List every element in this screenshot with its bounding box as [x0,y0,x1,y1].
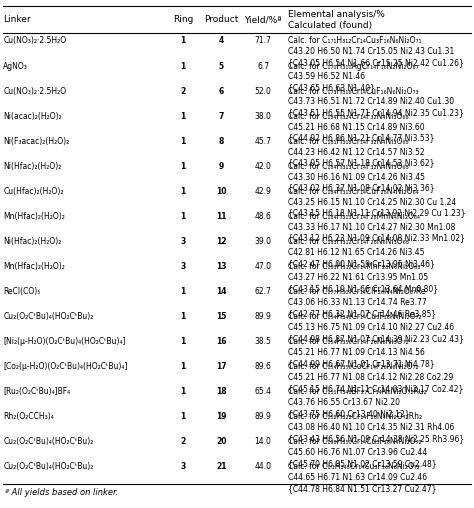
Text: Cu(Hfac)₂(H₂O)₂: Cu(Hfac)₂(H₂O)₂ [3,186,64,196]
Text: 11: 11 [216,212,227,220]
Text: 89.9: 89.9 [255,412,272,421]
Text: 71.7: 71.7 [255,37,272,46]
Text: 3: 3 [180,262,186,271]
Text: 1: 1 [180,186,186,196]
Text: 62.7: 62.7 [255,287,272,296]
Text: 45.7: 45.7 [255,137,272,146]
Text: 47.0: 47.0 [255,262,272,271]
Text: 1: 1 [180,412,186,421]
Text: 2: 2 [180,437,186,446]
Text: 1: 1 [180,287,186,296]
Text: Calc. for C₁₈₄H₃₁₃Cr₁₄CuF₂₈N₄Ni₂O₆₄
C43.25 H6.15 N1.10 Cr14.25 Ni2.30 Cu 1.24
{C: Calc. for C₁₈₄H₃₁₃Cr₁₄CuF₂₈N₄Ni₂O₆₄ C43.… [288,186,465,217]
Text: ª All yields based on linker.: ª All yields based on linker. [5,488,118,497]
Text: 1: 1 [180,37,186,46]
Text: Product: Product [204,15,238,24]
Text: 1: 1 [180,312,186,321]
Text: Ni(Hfac)₂(H₂O)₂: Ni(Hfac)₂(H₂O)₂ [3,162,62,171]
Text: 9: 9 [219,162,224,171]
Text: 3: 3 [180,462,186,471]
Text: Cu₂(O₂CᵗBu)₄(HO₂CᵗBu)₂: Cu₂(O₂CᵗBu)₄(HO₂CᵗBu)₂ [3,437,94,446]
Text: Cu(NO₃)₂·2.5H₂O: Cu(NO₃)₂·2.5H₂O [3,86,66,96]
Text: 89.9: 89.9 [255,312,272,321]
Text: Calc. for C₁₅₂H₃₂₂Cr₁₄F₂₆N₄Ni₂O₇₂Rh₂
C43.08 H6.40 N1.10 Cr14.35 Ni2.31 Rh4.06
{C: Calc. for C₁₅₂H₃₂₂Cr₁₄F₂₆N₄Ni₂O₇₂Rh₂ C43… [288,412,464,443]
Text: Ni(Hfac)₂(H₂O)₂: Ni(Hfac)₂(H₂O)₂ [3,237,62,246]
Text: 1: 1 [180,137,186,146]
Text: 14.0: 14.0 [255,437,272,446]
Text: Calc. for C₁₈₄H₃₂₄Cr₁₄F₃₂N₄Ni₃O₆₈
C45.21 H6.68 N1.15 Cr14.89 Ni3.60
{C44.92 H6.8: Calc. for C₁₈₄H₃₂₄Cr₁₄F₃₂N₄Ni₃O₆₈ C45.21… [288,112,434,142]
Text: Mn(Hfac)₂(H₂O)₂: Mn(Hfac)₂(H₂O)₂ [3,212,65,220]
Text: 1: 1 [180,112,186,120]
Text: 21: 21 [216,462,227,471]
Text: Calc. for C₁₈₃H₃₁₂Cr₁₄MnF₂₈N₆Ni₂O₆₈
C43.27 H6.22 N1.61 Cr13.95 Mn1.05
{C43.15 H6: Calc. for C₁₈₃H₃₁₂Cr₁₄MnF₂₈N₆Ni₂O₆₈ C43.… [288,262,438,293]
Text: Calc. for C₁₇₃H₃₁₆Cr₁₄CuF₁₆N₆Ni₂O₇₃
C43.73 H6.51 N1.72 Cr14.89 Ni2.40 Cu1.30
{C4: Calc. for C₁₇₃H₃₁₆Cr₁₄CuF₁₆N₆Ni₂O₇₃ C43.… [288,86,464,117]
Text: 6.7: 6.7 [257,61,269,71]
Text: 7: 7 [219,112,224,120]
Text: Calc. for C₁₈₁H₃₁₈Cr₁₄F₃₂N₄Ni₃O₆₈
C44.23 H6.42 N1.12 Cr14.57 Ni3.52
{C43.95 H6.5: Calc. for C₁₈₁H₃₁₈Cr₁₄F₃₂N₄Ni₃O₆₈ C44.23… [288,137,434,168]
Text: 1: 1 [180,212,186,220]
Text: [Co₂(μ-H₂O)(O₂CᵗBu)₄(HO₂CᵗBu)₄]: [Co₂(μ-H₂O)(O₂CᵗBu)₄(HO₂CᵗBu)₄] [3,362,128,371]
Text: 1: 1 [180,61,186,71]
Text: 14: 14 [216,287,227,296]
Text: Calc. for C₁₅₄H₃₄₈Cr₁₄Cu₃F₁₆N₄Ni₂O₇₂
C45.13 H6.75 N1.09 Cr14.10 Ni2.27 Cu2.46
{C: Calc. for C₁₅₄H₃₄₈Cr₁₄Cu₃F₁₆N₄Ni₂O₇₂ C45… [288,312,464,343]
Text: [Ni₂(μ-H₂O)(O₂CᵗBu)₄(HO₂CᵗBu)₄]: [Ni₂(μ-H₂O)(O₂CᵗBu)₄(HO₂CᵗBu)₄] [3,337,126,346]
Text: 52.0: 52.0 [255,86,272,96]
Text: Calc. for C₁ₗ₁H₃₄₈Cr₁₄Cu₃F₁₆N₆Ni₂O₇₂
C44.65 H6.71 N1.63 Cr14.09 Cu2.46
{C44.78 H: Calc. for C₁ₗ₁H₃₄₈Cr₁₄Cu₃F₁₆N₆Ni₂O₇₂ C44… [288,462,437,493]
Text: Mn(Hfac)₂(H₂O)₂: Mn(Hfac)₂(H₂O)₂ [3,262,65,271]
Text: Elemental analysis/%
Calculated (found): Elemental analysis/% Calculated (found) [288,10,385,30]
Text: 19: 19 [216,412,227,421]
Text: 10: 10 [216,186,227,196]
Text: Ring: Ring [173,15,193,24]
Text: Calc. for C₁₅₄H₃₅₆Cr₁₄F₂₆N₆Ni₃O₇₂
C45.21 H6.77 N1.09 Cr14.13 Ni4.56
{C44.99 H6.6: Calc. for C₁₅₄H₃₅₆Cr₁₄F₂₆N₆Ni₃O₇₂ C45.21… [288,337,435,368]
Text: 48.6: 48.6 [255,212,272,220]
Text: Cu(NO₃)₂·2.5H₂O: Cu(NO₃)₂·2.5H₂O [3,37,66,46]
Text: Calc. for C₁₇₀H₃₁₀AgCr₁₄F₁₆N₂Ni₂O₆₇
C43.59 H6.52 N1.46
{C43.65 H6.63 N1.40}: Calc. for C₁₇₀H₃₁₀AgCr₁₄F₁₆N₂Ni₂O₆₇ C43.… [288,61,419,92]
Text: 39.0: 39.0 [255,237,272,246]
Text: 1: 1 [180,362,186,371]
Text: Calc. for C₁₅₄H₃₅₆CoCr₁₄F₂₆N₆Ni₂O₇₂
C45.21 H6.77 N1.08 Cr14.12 Ni2.28 Co2.29
{C4: Calc. for C₁₅₄H₃₅₆CoCr₁₄F₂₆N₆Ni₂O₇₂ C45.… [288,362,463,393]
Text: 13: 13 [216,262,227,271]
Text: 38.5: 38.5 [255,337,272,346]
Text: 65.4: 65.4 [255,387,272,396]
Text: AgNO₃: AgNO₃ [3,61,28,71]
Text: Ni(F₃acac)₂(H₂O)₂: Ni(F₃acac)₂(H₂O)₂ [3,137,70,146]
Text: 15: 15 [216,312,227,321]
Text: 1: 1 [180,162,186,171]
Text: 18: 18 [216,387,227,396]
Text: Rh₂(O₂CCH₃)₄: Rh₂(O₂CCH₃)₄ [3,412,54,421]
Text: 42.0: 42.0 [255,162,272,171]
Text: Calc. for C₁₈₄H₃₁₃Cr₁₄F₃₂N₄Ni₃O₆₈
C43.30 H6.16 N1.09 Cr14.26 Ni3.45
{C43.02 H6.3: Calc. for C₁₈₄H₃₁₃Cr₁₄F₃₂N₄Ni₃O₆₈ C43.30… [288,162,435,193]
Text: 38.0: 38.0 [255,112,272,120]
Text: Cu₂(O₂CᵗBu)₄(HO₂CᵗBu)₂: Cu₂(O₂CᵗBu)₄(HO₂CᵗBu)₂ [3,312,94,321]
Text: ReCl(CO)₅: ReCl(CO)₅ [3,287,41,296]
Text: 44.0: 44.0 [255,462,272,471]
Text: 89.6: 89.6 [255,362,272,371]
Text: 8: 8 [219,137,224,146]
Text: 12: 12 [216,237,227,246]
Text: 5: 5 [219,61,224,71]
Text: Cu₂(O₂CᵗBu)₄(HO₂CᵗBu)₂: Cu₂(O₂CᵗBu)₄(HO₂CᵗBu)₂ [3,462,94,471]
Text: Calc. for C₁₈₄H₃₁₃Cr₁₄F₂₈MnN₄Ni₂O₆₄
C43.33 H6.17 N1.10 Cr14.27 Ni2.30 Mn1.08
{C4: Calc. for C₁₈₄H₃₁₃Cr₁₄F₂₈MnN₄Ni₂O₆₄ C43.… [288,212,465,243]
Text: Yield/%ª: Yield/%ª [244,15,282,24]
Text: 20: 20 [216,437,227,446]
Text: 42.9: 42.9 [255,186,272,196]
Text: 17: 17 [216,362,227,371]
Text: 3: 3 [180,237,186,246]
Text: Ni(acac)₂(H₂O)₂: Ni(acac)₂(H₂O)₂ [3,112,62,120]
Text: Calc. for C₁₇₁H₃₁₂Cr₁₄Cu₃F₁₆N₆Ni₂O₇₁
C43.20 H6.50 N1.74 Cr15.05 Ni2.43 Cu1.31
{C: Calc. for C₁₇₁H₃₁₂Cr₁₄Cu₃F₁₆N₆Ni₂O₇₁ C43… [288,37,464,68]
Text: 6: 6 [219,86,224,96]
Text: Calc. for C₁₈₃H₃₁₂Cr₁₄F₂₈N₆Ni₃O₆₈
C42.81 H6.12 N1.65 Cr14.26 Ni3.45
{C42.47 H6.0: Calc. for C₁₈₃H₃₁₂Cr₁₄F₂₈N₆Ni₃O₆₈ C42.81… [288,237,435,268]
Text: 4: 4 [219,37,224,46]
Text: 1: 1 [180,387,186,396]
Text: Calc. for C₁₅₁H₃₄₈BF₂₇Cr₁₄N₆Ni₂O₇₂Ru₂
C43.76 H6.55 Cr13.67 Ni2.20
{C43.75 H6.60 : Calc. for C₁₅₁H₃₄₈BF₂₇Cr₁₄N₆Ni₂O₇₂Ru₂ C4… [288,387,427,418]
Text: 1: 1 [180,337,186,346]
Text: [Ru₂(O₂CᵗBu)₄]BF₄: [Ru₂(O₂CᵗBu)₄]BF₄ [3,387,71,396]
Text: 2: 2 [180,86,186,96]
Text: Calc. for C₁₇₇H₃₀₉Cr₁₄ClF₂₆N₄Ni₂O₆₇Re
C43.06 H6.33 N1.13 Cr14.74 Re3.77
{C42.77 : Calc. for C₁₇₇H₃₀₉Cr₁₄ClF₂₆N₄Ni₂O₆₇Re C4… [288,287,436,318]
Text: 16: 16 [216,337,227,346]
Text: Calc. for C₁₉₈H₃₅₀Cr₁₄Cu₃F₁₆N₄Ni₂O₇₂
C45.60 H6.76 N1.07 Cr13.96 Cu2.44
{C45.70 H: Calc. for C₁₉₈H₃₅₀Cr₁₄Cu₃F₁₆N₄Ni₂O₇₂ C45… [288,437,437,468]
Text: Linker: Linker [3,15,31,24]
